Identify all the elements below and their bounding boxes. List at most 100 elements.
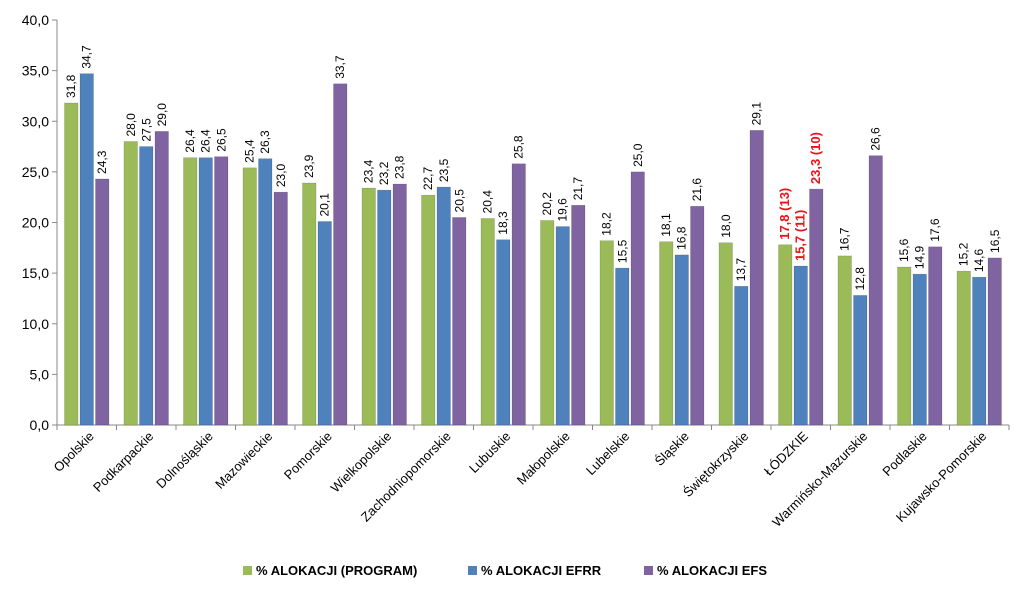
data-label: 18,0: [719, 214, 733, 238]
bar-efs: [928, 246, 943, 426]
data-label: 23,9: [302, 154, 316, 178]
y-tick-label: 30,0: [22, 113, 49, 129]
data-label: 25,4: [243, 139, 257, 163]
data-label: 18,2: [600, 212, 614, 236]
y-tick-label: 0,0: [30, 417, 50, 433]
bar-program: [183, 157, 198, 426]
bar-program: [123, 141, 138, 426]
y-tick-label: 35,0: [22, 63, 49, 79]
bar-efrr: [615, 267, 630, 426]
bar-efrr: [853, 295, 868, 426]
data-label: 29,1: [750, 102, 764, 126]
data-label: 26,4: [199, 129, 213, 153]
bar-efrr: [496, 239, 511, 426]
bar-efrr: [79, 73, 94, 426]
x-category-label: Opolskie: [51, 429, 97, 475]
x-category-label: ŁÓDZKIE: [761, 428, 811, 478]
data-label: 15,5: [615, 239, 629, 263]
data-label: 18,3: [496, 211, 510, 235]
data-label: 22,7: [421, 166, 435, 190]
y-tick-label: 10,0: [22, 316, 49, 332]
bar-program: [64, 102, 79, 426]
data-label: 23,2: [377, 161, 391, 185]
data-label: 23,4: [362, 159, 376, 183]
bar-program: [540, 220, 555, 426]
x-category-label: Podkarpackie: [90, 429, 156, 495]
bar-program: [897, 266, 912, 426]
x-category-label: Małopolskie: [514, 429, 573, 488]
bar-efrr: [198, 157, 213, 426]
bar-efs: [809, 188, 824, 426]
bar-efs: [571, 205, 586, 426]
data-label: 21,6: [690, 178, 704, 202]
data-label: 14,9: [913, 245, 927, 269]
bar-efs: [273, 191, 288, 426]
data-label: 15,2: [957, 242, 971, 266]
x-category-label: Mazowieckie: [212, 429, 275, 492]
x-category-label: Dolnośląskie: [153, 429, 216, 492]
bar-program: [599, 240, 614, 426]
data-label: 33,7: [333, 55, 347, 79]
x-category-label: Wielkopolskie: [328, 429, 395, 496]
legend-swatch: [243, 566, 252, 575]
legend-swatch: [644, 566, 653, 575]
bar-efrr: [139, 146, 154, 426]
data-label: 15,6: [897, 238, 911, 262]
bar-program: [956, 270, 971, 426]
data-label: 34,7: [80, 45, 94, 69]
bar-efs: [154, 131, 169, 426]
bar-program: [659, 241, 674, 426]
data-label: 23,5: [437, 158, 451, 182]
data-label: 26,5: [214, 128, 228, 152]
data-label: 25,8: [512, 135, 526, 159]
data-label: 20,4: [481, 190, 495, 214]
y-tick-label: 5,0: [30, 366, 50, 382]
data-label: 24,3: [95, 150, 109, 174]
bar-efs: [630, 171, 645, 426]
data-label: 20,1: [318, 193, 332, 217]
bar-program: [837, 255, 852, 426]
x-category-label: Lubuskie: [466, 429, 513, 476]
data-label: 21,7: [571, 177, 585, 201]
bar-efs: [987, 257, 1002, 426]
bar-efrr: [734, 286, 749, 426]
data-label: 28,0: [124, 113, 138, 137]
data-label: 16,7: [838, 227, 852, 251]
bar-program: [361, 187, 376, 426]
data-label: 17,8 (13): [777, 188, 792, 240]
data-label: 26,3: [258, 130, 272, 154]
bar-efrr: [912, 273, 927, 426]
bar-efrr: [674, 254, 689, 426]
x-category-label: Śląskie: [652, 429, 692, 469]
bar-efrr: [793, 265, 808, 426]
data-label: 15,7 (11): [793, 210, 808, 261]
bar-program: [778, 244, 793, 426]
bar-efs: [868, 155, 883, 426]
data-label: 12,8: [853, 267, 867, 291]
data-label: 23,0: [274, 163, 288, 187]
data-label: 31,8: [64, 74, 78, 98]
bar-efrr: [258, 158, 273, 426]
bar-efs: [95, 178, 110, 426]
data-label: 17,6: [928, 218, 942, 242]
data-label: 20,2: [540, 192, 554, 216]
data-label: 16,5: [988, 229, 1002, 253]
y-tick-label: 40,0: [22, 12, 49, 28]
y-tick-label: 25,0: [22, 164, 49, 180]
bar-efs: [214, 156, 229, 426]
data-label: 16,8: [675, 226, 689, 250]
data-label: 26,6: [869, 127, 883, 151]
bar-efrr: [377, 189, 392, 426]
data-label: 29,0: [155, 103, 169, 127]
legend-swatch: [468, 566, 477, 575]
legend-label: % ALOKACJI EFS: [657, 563, 767, 578]
data-label: 19,6: [556, 198, 570, 222]
bar-efs: [333, 83, 348, 426]
data-label: 20,5: [452, 189, 466, 213]
bar-program: [480, 218, 495, 426]
y-tick-label: 20,0: [22, 215, 49, 231]
bar-efrr: [555, 226, 570, 426]
bar-efs: [392, 183, 407, 426]
bar-program: [718, 242, 733, 426]
